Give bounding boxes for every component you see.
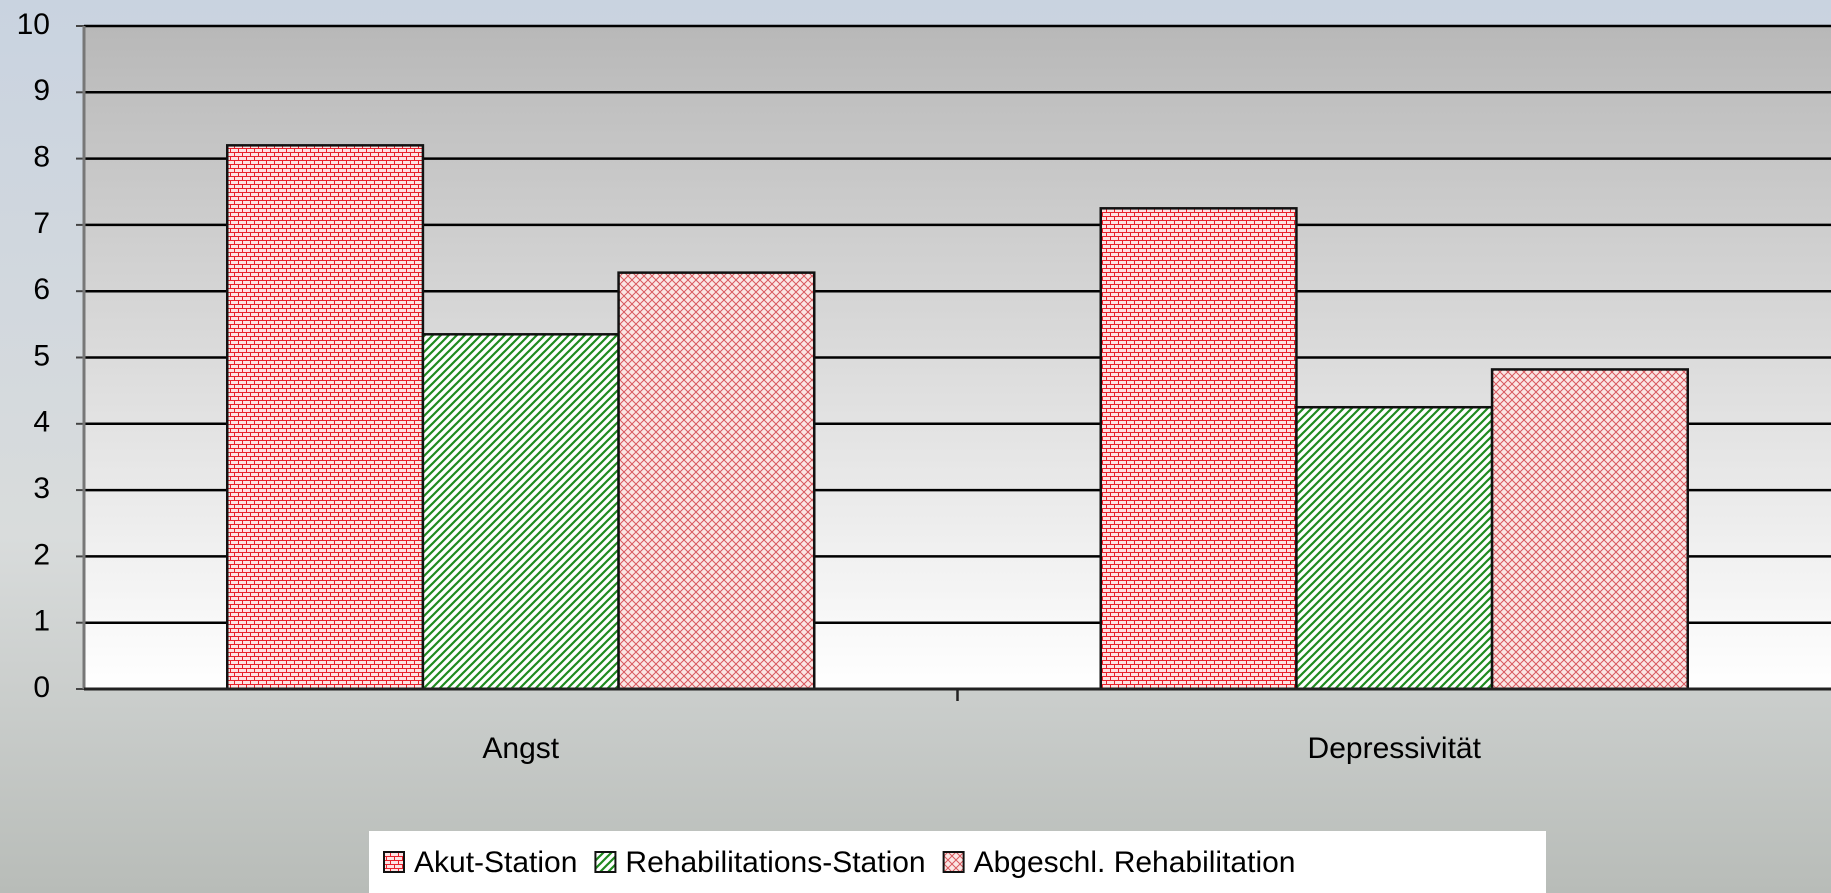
- bar: [619, 273, 815, 689]
- y-tick-label: 8: [33, 141, 50, 174]
- bar: [227, 145, 423, 689]
- legend-swatch: [595, 852, 615, 872]
- y-tick-label: 10: [17, 8, 50, 41]
- y-tick-label: 9: [33, 74, 50, 107]
- y-tick-label: 5: [33, 339, 50, 372]
- y-tick-label: 3: [33, 472, 50, 505]
- y-tick-label: 6: [33, 273, 50, 306]
- y-tick-label: 0: [33, 671, 50, 704]
- x-tick-label: Depressivität: [1308, 732, 1482, 765]
- chart: 0 1 2 3 4 5 6 7 8 9 10 Angst Depressivität Akut-Stati…: [0, 0, 1831, 893]
- y-tick-label: 7: [33, 207, 50, 240]
- legend-label: Akut-Station: [414, 846, 577, 879]
- legend-swatch: [944, 852, 964, 872]
- bar: [1296, 407, 1492, 689]
- y-tick-label: 2: [33, 538, 50, 571]
- y-tick-label: 1: [33, 605, 50, 638]
- bar: [1101, 208, 1297, 689]
- bar: [423, 334, 619, 689]
- page: 0 1 2 3 4 5 6 7 8 9 10 Angst Depressivität Akut-Stati…: [0, 0, 1831, 893]
- legend-label: Rehabilitations-Station: [625, 846, 925, 879]
- x-tick-label: Angst: [482, 732, 559, 765]
- legend-swatch: [384, 852, 404, 872]
- legend-label: Abgeschl. Rehabilitation: [974, 846, 1296, 879]
- bar: [1492, 369, 1688, 689]
- y-tick-label: 4: [33, 406, 50, 439]
